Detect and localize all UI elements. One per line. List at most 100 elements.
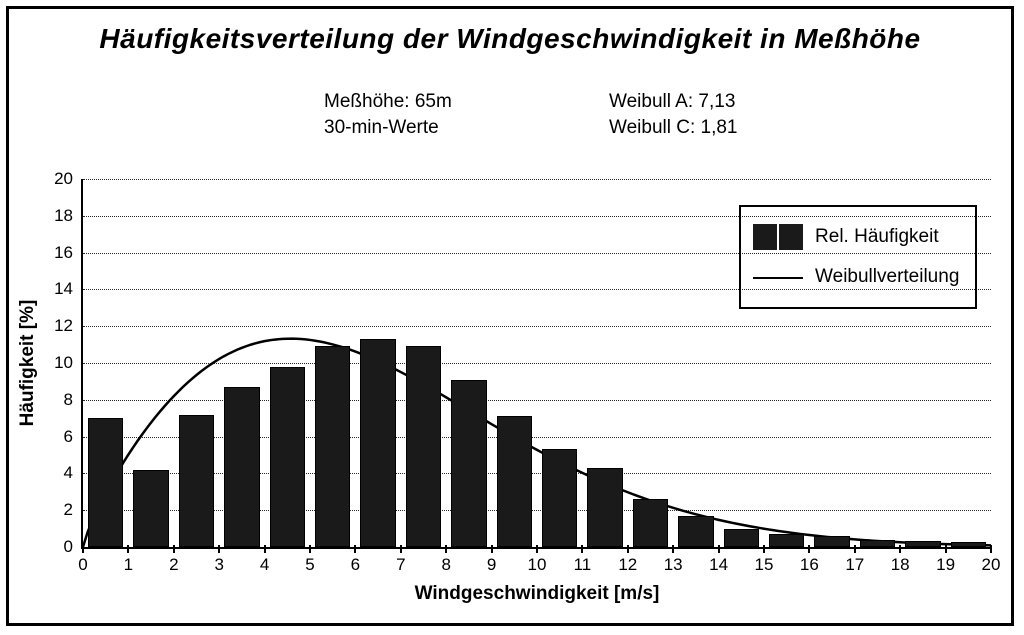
gridline bbox=[83, 473, 991, 474]
x-tick bbox=[718, 545, 720, 553]
x-tick bbox=[354, 545, 356, 553]
legend: Rel. Häufigkeit Weibullverteilung bbox=[739, 205, 977, 309]
meta-column-1: Meßhöhe: 65m 30-min-Werte bbox=[324, 89, 564, 141]
x-tick bbox=[899, 545, 901, 553]
x-tick bbox=[445, 545, 447, 553]
histogram-bar bbox=[270, 367, 305, 547]
histogram-bar bbox=[769, 534, 804, 547]
legend-label: Rel. Häufigkeit bbox=[815, 226, 939, 248]
x-tick-label: 10 bbox=[528, 555, 547, 575]
y-tick-label: 2 bbox=[41, 500, 73, 520]
x-tick-label: 19 bbox=[936, 555, 955, 575]
meta-height: Meßhöhe: 65m bbox=[324, 89, 564, 115]
x-tick bbox=[672, 545, 674, 553]
legend-item: Rel. Häufigkeit bbox=[753, 217, 959, 257]
gridline bbox=[83, 510, 991, 511]
gridline bbox=[83, 179, 991, 180]
x-tick bbox=[536, 545, 538, 553]
meta-column-2: Weibull A: 7,13 Weibull C: 1,81 bbox=[609, 89, 849, 141]
x-tick-label: 20 bbox=[982, 555, 1001, 575]
chart-title: Häufigkeitsverteilung der Windgeschwindi… bbox=[9, 23, 1011, 55]
legend-swatch-line-icon bbox=[753, 264, 803, 290]
x-tick-label: 13 bbox=[664, 555, 683, 575]
y-tick-label: 14 bbox=[41, 279, 73, 299]
histogram-bar bbox=[542, 449, 577, 547]
meta-weibull-c: Weibull C: 1,81 bbox=[609, 115, 849, 141]
histogram-bar bbox=[860, 540, 895, 547]
gridline bbox=[83, 216, 991, 217]
gridline bbox=[83, 253, 991, 254]
x-tick bbox=[127, 545, 129, 553]
y-tick-label: 12 bbox=[41, 316, 73, 336]
meta-weibull-a: Weibull A: 7,13 bbox=[609, 89, 849, 115]
meta-interval: 30-min-Werte bbox=[324, 115, 564, 141]
y-tick-label: 6 bbox=[41, 427, 73, 447]
gridline bbox=[83, 437, 991, 438]
x-tick bbox=[808, 545, 810, 553]
histogram-bar bbox=[224, 387, 259, 547]
y-tick-label: 10 bbox=[41, 353, 73, 373]
x-tick-label: 12 bbox=[618, 555, 637, 575]
gridline bbox=[83, 400, 991, 401]
histogram-bar bbox=[406, 346, 441, 547]
x-tick bbox=[400, 545, 402, 553]
histogram-bar bbox=[133, 470, 168, 547]
x-tick-label: 7 bbox=[396, 555, 405, 575]
histogram-bar bbox=[88, 418, 123, 547]
histogram-bar bbox=[724, 529, 759, 547]
x-tick-label: 3 bbox=[214, 555, 223, 575]
histogram-bar bbox=[451, 380, 486, 547]
x-tick bbox=[763, 545, 765, 553]
y-tick-label: 20 bbox=[41, 169, 73, 189]
gridline bbox=[83, 289, 991, 290]
x-tick-label: 4 bbox=[260, 555, 269, 575]
histogram-bar bbox=[587, 468, 622, 547]
x-tick bbox=[82, 545, 84, 553]
x-tick-label: 9 bbox=[487, 555, 496, 575]
histogram-bar bbox=[678, 516, 713, 547]
x-tick-label: 17 bbox=[845, 555, 864, 575]
y-tick-label: 18 bbox=[41, 206, 73, 226]
legend-item: Weibullverteilung bbox=[753, 257, 959, 297]
histogram-bar bbox=[905, 541, 940, 547]
x-tick bbox=[854, 545, 856, 553]
x-tick-label: 1 bbox=[124, 555, 133, 575]
x-tick bbox=[218, 545, 220, 553]
x-tick-label: 5 bbox=[305, 555, 314, 575]
x-tick bbox=[264, 545, 266, 553]
x-tick-label: 8 bbox=[441, 555, 450, 575]
x-tick-label: 14 bbox=[709, 555, 728, 575]
x-tick bbox=[173, 545, 175, 553]
legend-swatch-bar-icon bbox=[753, 224, 803, 250]
histogram-bar bbox=[814, 536, 849, 547]
x-tick bbox=[309, 545, 311, 553]
y-tick-label: 4 bbox=[41, 463, 73, 483]
gridline bbox=[83, 326, 991, 327]
x-tick-label: 0 bbox=[78, 555, 87, 575]
y-tick-label: 8 bbox=[41, 390, 73, 410]
x-tick-label: 18 bbox=[891, 555, 910, 575]
x-tick bbox=[990, 545, 992, 553]
x-tick-label: 16 bbox=[800, 555, 819, 575]
histogram-bar bbox=[951, 542, 986, 547]
x-tick-label: 11 bbox=[574, 555, 592, 575]
x-tick bbox=[491, 545, 493, 553]
y-axis-label: Häufigkeit [%] bbox=[17, 300, 39, 427]
histogram-bar bbox=[179, 415, 214, 547]
x-tick bbox=[581, 545, 583, 553]
x-tick-label: 15 bbox=[755, 555, 774, 575]
plot-area: Häufigkeit [%] Windgeschwindigkeit [m/s]… bbox=[81, 179, 991, 549]
x-tick bbox=[627, 545, 629, 553]
y-tick-label: 0 bbox=[41, 537, 73, 557]
histogram-bar bbox=[315, 346, 350, 547]
x-tick bbox=[945, 545, 947, 553]
x-axis-label: Windgeschwindigkeit [m/s] bbox=[83, 583, 991, 605]
gridline bbox=[83, 363, 991, 364]
histogram-bar bbox=[360, 339, 395, 547]
x-tick-label: 6 bbox=[351, 555, 360, 575]
histogram-bar bbox=[633, 499, 668, 547]
x-tick-label: 2 bbox=[169, 555, 178, 575]
outer-border: Häufigkeitsverteilung der Windgeschwindi… bbox=[6, 6, 1014, 626]
legend-label: Weibullverteilung bbox=[815, 266, 959, 288]
y-tick-label: 16 bbox=[41, 243, 73, 263]
